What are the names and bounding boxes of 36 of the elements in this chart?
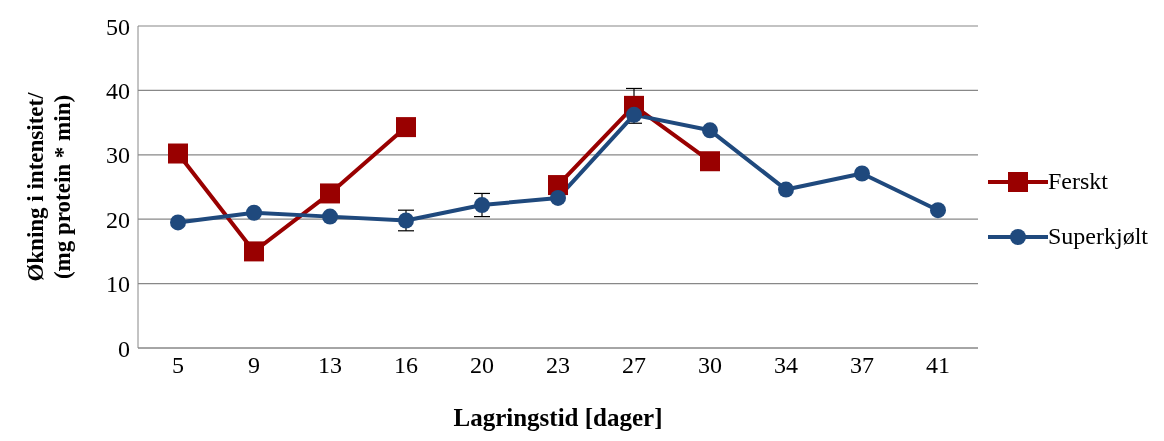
point bbox=[854, 165, 870, 182]
x-tick-label: 27 bbox=[622, 352, 646, 379]
point bbox=[930, 202, 946, 219]
point bbox=[700, 151, 720, 172]
point bbox=[626, 106, 642, 123]
point bbox=[320, 183, 340, 204]
point bbox=[168, 143, 188, 164]
point bbox=[244, 241, 264, 262]
x-tick-label: 5 bbox=[172, 352, 184, 379]
legend-label: Ferskt bbox=[1048, 168, 1108, 195]
x-tick-label: 37 bbox=[850, 352, 874, 379]
x-tick-label: 23 bbox=[546, 352, 570, 379]
y-tick-label: 30 bbox=[106, 142, 130, 169]
legend-label: Superkjølt bbox=[1048, 223, 1148, 250]
point bbox=[778, 181, 794, 198]
point bbox=[322, 208, 338, 225]
point bbox=[474, 197, 490, 214]
point bbox=[550, 189, 566, 206]
point bbox=[246, 204, 262, 221]
point bbox=[170, 214, 186, 231]
x-tick-label: 13 bbox=[318, 352, 342, 379]
x-tick-label: 34 bbox=[774, 352, 798, 379]
point bbox=[396, 117, 416, 138]
x-tick-label: 9 bbox=[248, 352, 260, 379]
x-tick-label: 16 bbox=[394, 352, 418, 379]
y-tick-label: 50 bbox=[106, 13, 130, 40]
y-tick-label: 10 bbox=[106, 271, 130, 298]
point bbox=[702, 122, 718, 139]
y-axis-title: Økning i intensitet/ (mg protein * min) bbox=[23, 91, 75, 282]
x-tick-label: 20 bbox=[470, 352, 494, 379]
y-tick-label: 0 bbox=[118, 335, 130, 362]
y-tick-label: 20 bbox=[106, 206, 130, 233]
x-axis-title: Lagringstid [dager] bbox=[453, 404, 663, 431]
x-tick-label: 41 bbox=[926, 352, 950, 379]
y-tick-label: 40 bbox=[106, 77, 130, 104]
x-tick-label: 30 bbox=[698, 352, 722, 379]
